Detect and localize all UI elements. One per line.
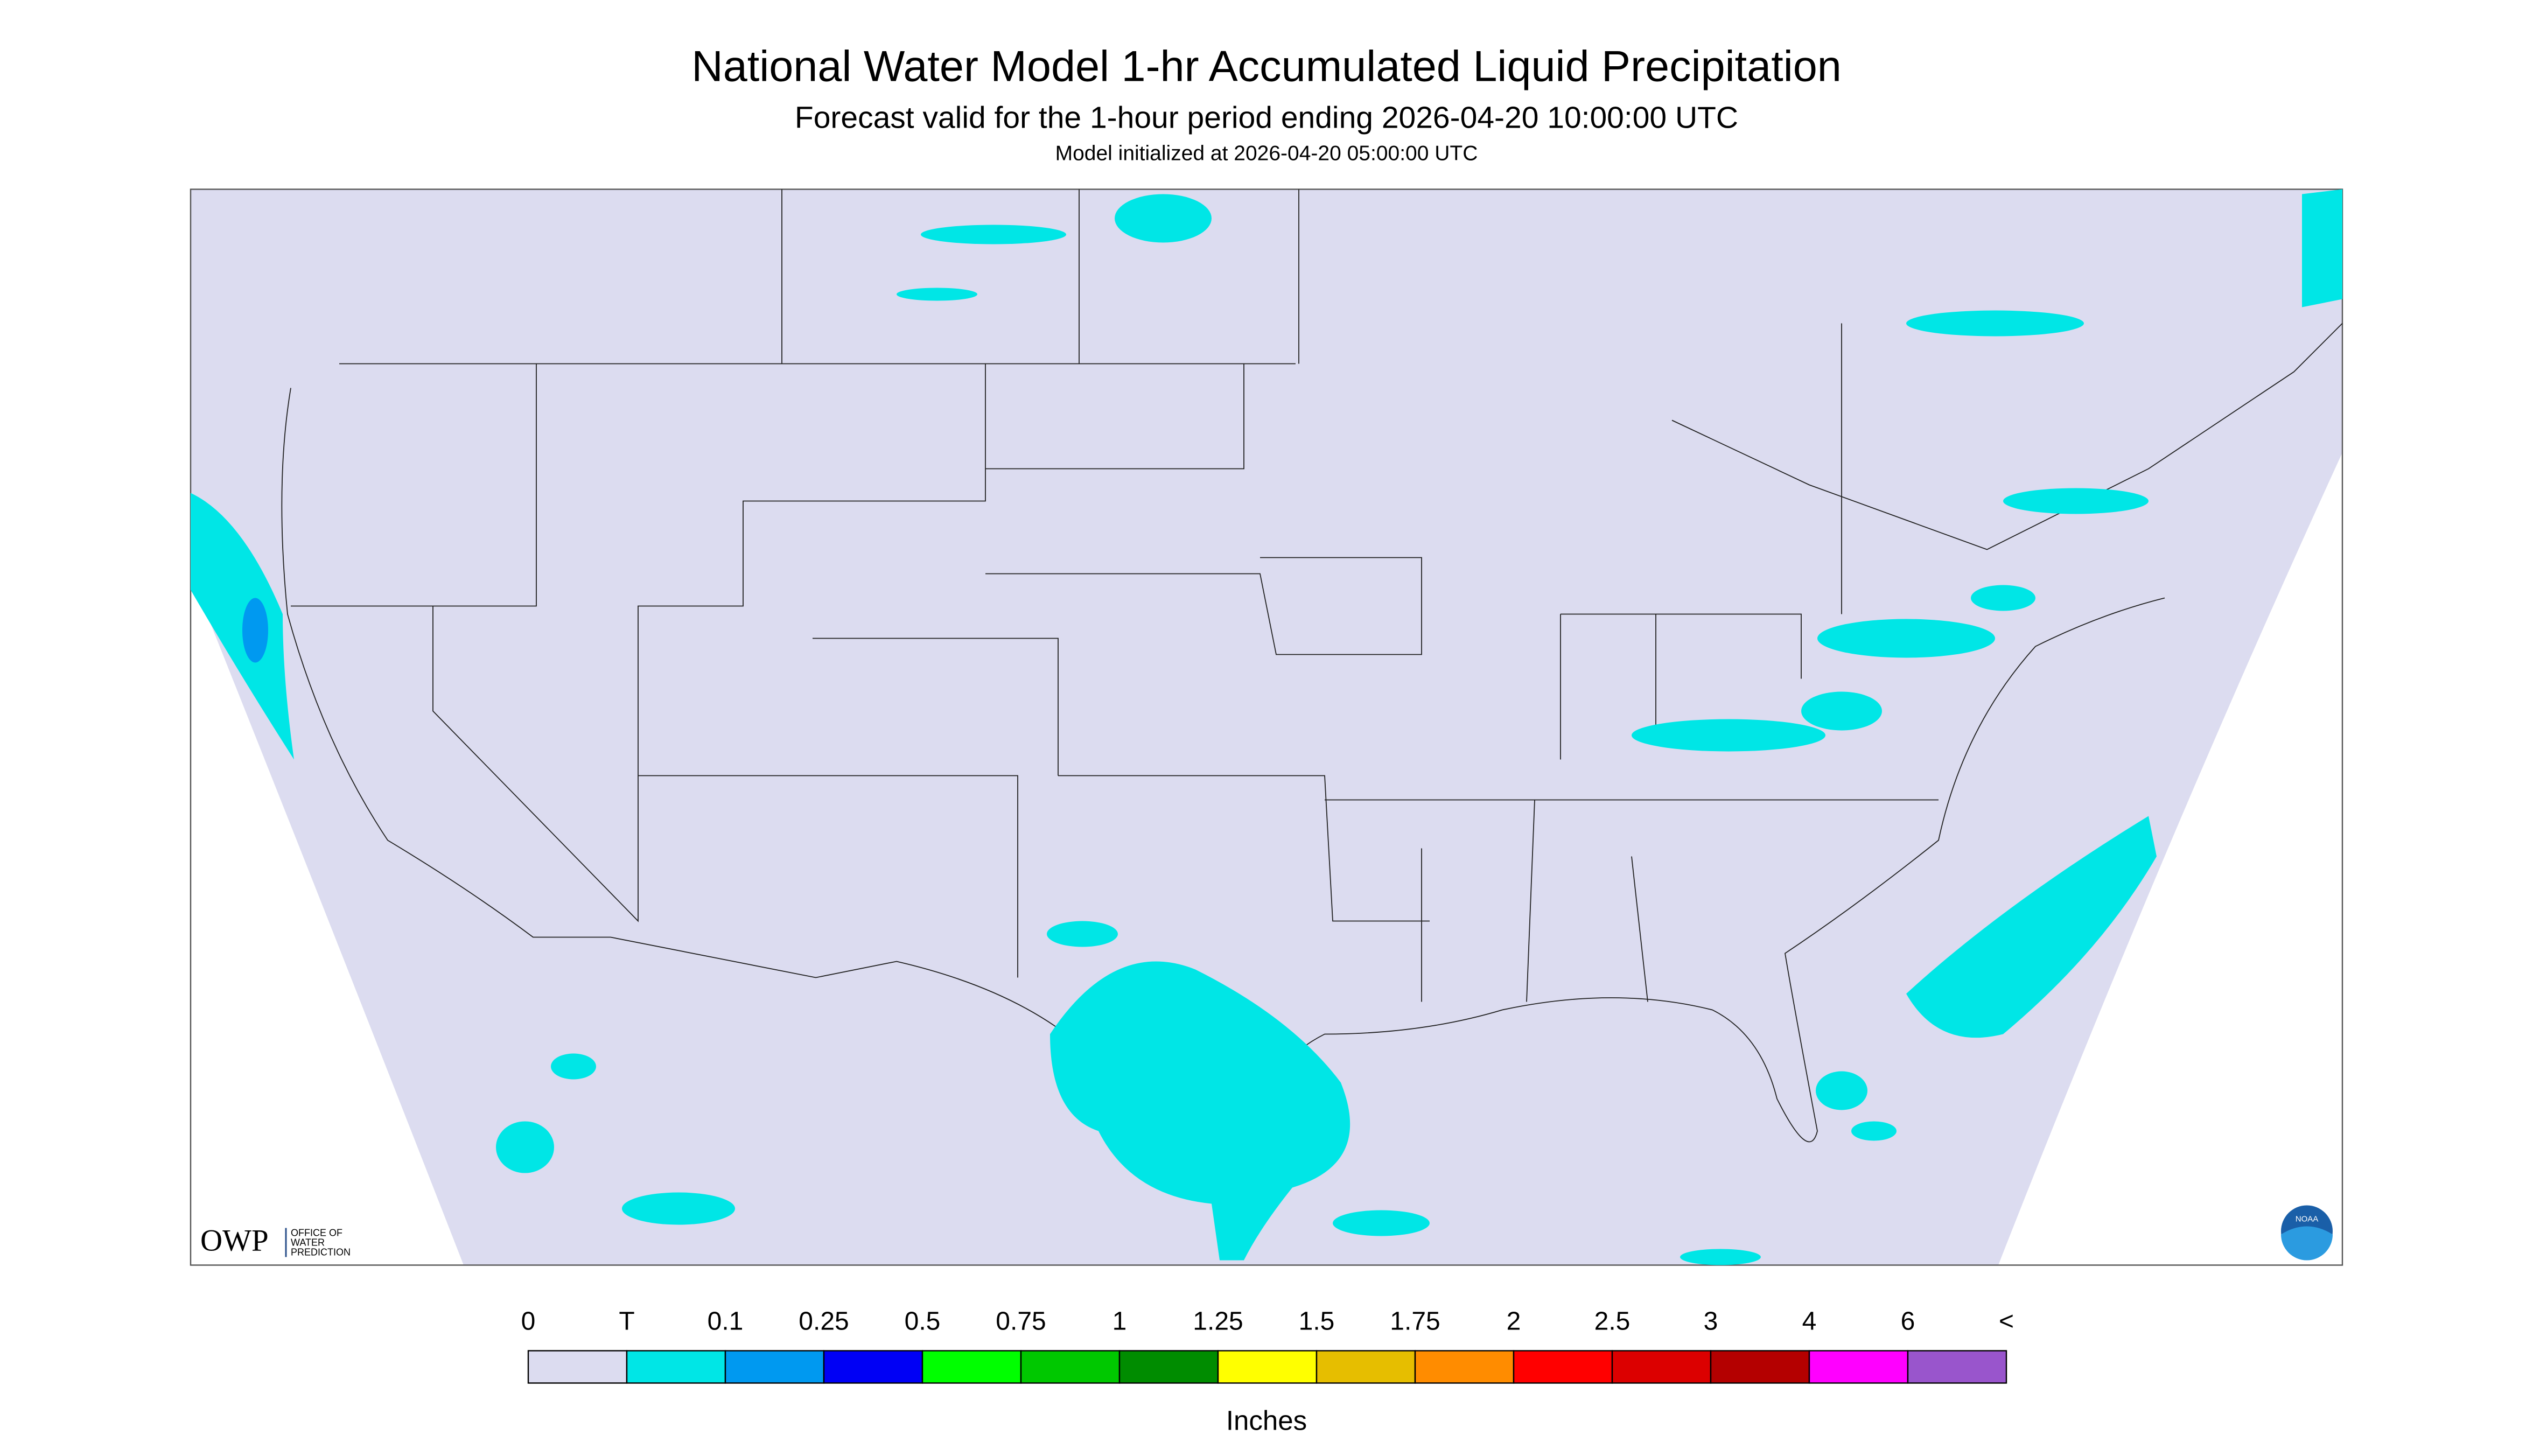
legend-swatch xyxy=(823,1350,923,1384)
legend-swatch xyxy=(1217,1350,1318,1384)
legend-swatch xyxy=(527,1350,628,1384)
legend-swatch xyxy=(1414,1350,1515,1384)
subtitle: Forecast valid for the 1-hour period end… xyxy=(795,101,1738,135)
legend-label: 2 xyxy=(1507,1307,1521,1336)
map-frame xyxy=(190,188,2343,1266)
owp-logo-text: WATER xyxy=(291,1237,325,1248)
legend-swatch xyxy=(724,1350,825,1384)
owp-logo: OWP xyxy=(200,1224,269,1258)
legend-swatch xyxy=(1118,1350,1219,1384)
legend-swatch xyxy=(1611,1350,1712,1384)
legend-label: 6 xyxy=(1901,1307,1915,1336)
legend: 0 T 0.1 0.25 0.5 0.75 1 1.25 1.5 1.75 2 2.5 3 4 6 < xyxy=(521,1307,2014,1384)
legend-swatch xyxy=(1020,1350,1121,1384)
legend-label: 1.5 xyxy=(1299,1307,1335,1336)
owp-logo-text: OFFICE OF xyxy=(291,1228,342,1238)
legend-swatch xyxy=(921,1350,1022,1384)
legend-swatch xyxy=(1710,1350,1810,1384)
legend-label: T xyxy=(619,1307,634,1336)
legend-swatch xyxy=(1808,1350,1909,1384)
map: OWP OFFICE OF WATER PREDICTION NOAA xyxy=(190,188,2343,1266)
projection-edge xyxy=(1998,452,2342,1265)
legend-label: 1.25 xyxy=(1193,1307,1243,1336)
precipitation xyxy=(191,189,2342,1265)
noaa-logo-text: NOAA xyxy=(2296,1215,2319,1224)
legend-swatch xyxy=(1513,1350,1613,1384)
legend-label: 0.25 xyxy=(799,1307,849,1336)
legend-swatch xyxy=(626,1350,726,1384)
legend-units: Inches xyxy=(1226,1405,1307,1436)
legend-label: 2.5 xyxy=(1594,1307,1631,1336)
legend-label: 3 xyxy=(1704,1307,1718,1336)
legend-label: 4 xyxy=(1802,1307,1817,1336)
legend-swatch xyxy=(1316,1350,1416,1384)
legend-swatch xyxy=(1907,1350,2007,1384)
projection-edge xyxy=(191,573,464,1265)
legend-label: 0.5 xyxy=(905,1307,941,1336)
legend-label: 1 xyxy=(1112,1307,1127,1336)
title: National Water Model 1-hr Accumulated Li… xyxy=(691,43,1842,91)
legend-label: 1.75 xyxy=(1390,1307,1440,1336)
owp-logo-text: PREDICTION xyxy=(291,1247,351,1258)
init-note: Model initialized at 2026-04-20 05:00:00… xyxy=(1055,142,1478,165)
legend-label: 0.75 xyxy=(996,1307,1046,1336)
legend-label: < xyxy=(1999,1307,2014,1336)
noaa-logo-wave xyxy=(2281,1226,2333,1261)
legend-label: 0 xyxy=(521,1307,536,1336)
legend-label: 0.1 xyxy=(708,1307,744,1336)
